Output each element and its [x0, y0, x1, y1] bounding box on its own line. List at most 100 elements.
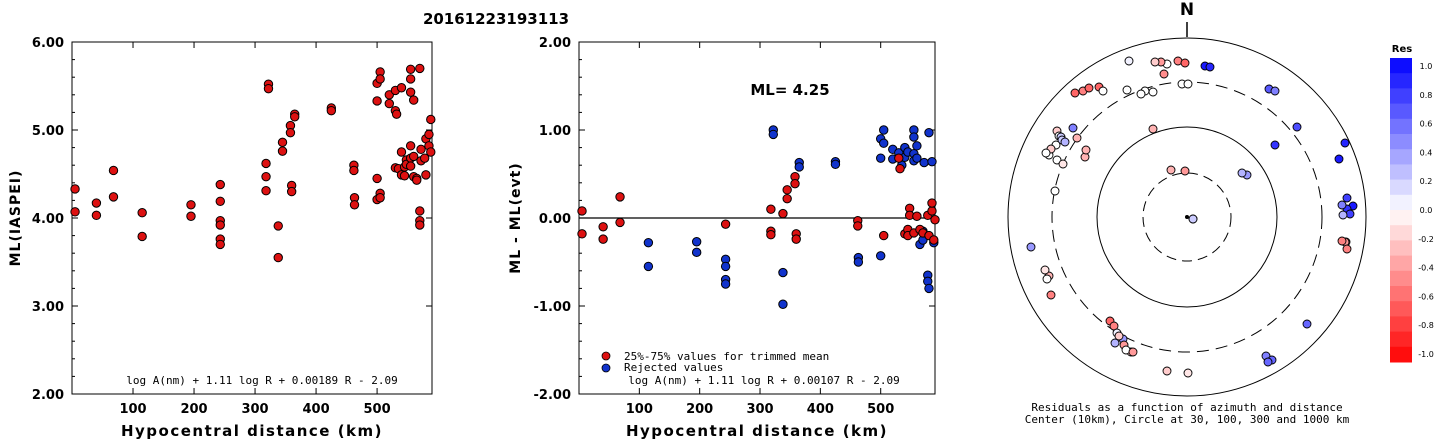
station-residual-point: [1166, 165, 1176, 175]
rejected-data-point: [909, 132, 919, 142]
left-x-axis-label: Hypocentral distance (km): [121, 422, 383, 440]
residual-colorbar: Res 1.0 0.8 0.6 0.4 0.2 0.0 -0.2 -0.4 -0.6 -0.8 -1…: [1390, 44, 1434, 363]
station-residual-point: [1046, 290, 1056, 300]
colorbar-cell: [1390, 210, 1412, 226]
station-residual-point: [1270, 140, 1280, 150]
rejected-data-point: [643, 237, 654, 248]
left-data-point: [91, 210, 102, 221]
left-data-point: [91, 198, 102, 208]
colorbar-tick-label: 1.0: [1420, 62, 1433, 71]
station-residual-point: [1342, 244, 1352, 254]
colorbar-cell: [1390, 58, 1412, 74]
left-data-point: [186, 200, 196, 210]
left-data-point: [277, 137, 288, 148]
rejected-data-point: [778, 267, 788, 278]
colorbar-tick-label: 0.0: [1420, 206, 1433, 215]
trimmed-data-point: [895, 164, 905, 174]
rejected-data-point: [879, 125, 889, 135]
left-data-point: [277, 146, 288, 156]
station-residual-point: [1183, 79, 1193, 89]
left-y-tick-label: 6.00: [32, 36, 64, 51]
colorbar-cell: [1390, 73, 1412, 89]
station-residual-point: [1337, 200, 1347, 210]
colorbar-cell: [1390, 164, 1412, 181]
left-data-point: [391, 109, 402, 119]
rejected-data-point: [912, 153, 922, 163]
colorbar-tick-label: 0.2: [1420, 177, 1433, 186]
rejected-data-point: [879, 138, 889, 148]
trimmed-data-point: [766, 230, 776, 240]
colorbar-cell: [1390, 194, 1412, 211]
station-residual-point: [1040, 265, 1050, 275]
trimmed-data-point: [615, 217, 625, 228]
rejected-data-point: [875, 251, 886, 261]
trimmed-data-point: [720, 219, 731, 229]
left-x-tick-label: 200: [180, 402, 207, 417]
station-residual-point: [1159, 69, 1169, 79]
trimmed-data-point: [929, 235, 939, 245]
colorbar-cell: [1390, 316, 1412, 333]
left-data-point: [405, 64, 416, 74]
middle-y-tick-label: 2.00: [539, 36, 571, 51]
figure-title: 20161223193113: [423, 10, 569, 28]
station-residual-point: [1292, 122, 1302, 132]
station-residual-point: [1052, 155, 1062, 165]
left-data-point: [375, 193, 385, 203]
left-data-point: [215, 239, 225, 250]
station-residual-point: [1042, 274, 1052, 284]
left-data-point: [416, 144, 426, 155]
colorbar-tick-label: 0.4: [1420, 148, 1433, 157]
station-residual-point: [1270, 86, 1280, 96]
colorbar-tick-labels: 1.0 0.8 0.6 0.4 0.2 0.0 -0.2 -0.4 -0.6 -0.8 -1.0: [1418, 62, 1434, 359]
left-data-point: [375, 74, 385, 84]
station-residual-point: [1098, 86, 1108, 96]
left-data-point: [405, 87, 416, 97]
left-data-point: [186, 211, 196, 221]
left-x-tick-label: 300: [241, 402, 268, 417]
middle-x-axis-label: Hypocentral distance (km): [626, 422, 888, 440]
station-residual-point: [1072, 133, 1082, 143]
left-data-point: [286, 186, 297, 197]
station-residual-point: [1136, 89, 1146, 99]
left-data-point: [415, 206, 425, 216]
rejected-data-point: [927, 156, 937, 167]
colorbar-tick-label: 0.6: [1420, 120, 1433, 129]
station-residual-point: [1068, 123, 1078, 133]
station-residual-point: [1128, 347, 1138, 357]
left-data-point: [137, 208, 147, 218]
left-data-point: [261, 158, 271, 169]
rejected-data-point: [720, 279, 731, 289]
station-residual-point: [1338, 210, 1348, 220]
station-residual-point: [1041, 148, 1051, 158]
left-data-point: [405, 161, 416, 171]
station-residual-point: [1162, 366, 1172, 376]
ring-100km: [1096, 126, 1278, 308]
station-residual-point: [1060, 137, 1070, 147]
station-residual-point: [1180, 58, 1190, 68]
polar-data-points: [1026, 56, 1358, 378]
left-data-point: [215, 179, 225, 190]
left-data-point: [70, 184, 80, 194]
left-y-tick-label: 5.00: [32, 124, 64, 139]
trimmed-data-point: [791, 234, 801, 244]
station-residual-point: [1148, 124, 1158, 134]
trimmed-data-point: [927, 206, 937, 216]
colorbar-tick-label: -0.8: [1418, 321, 1434, 330]
station-residual-point: [1302, 319, 1312, 329]
rejected-data-point: [778, 299, 788, 309]
rejected-data-point: [853, 257, 864, 267]
left-data-point: [263, 83, 274, 94]
station-residual-point: [1342, 193, 1352, 203]
colorbar-cell: [1390, 149, 1412, 165]
station-residual-point: [1337, 236, 1347, 246]
middle-formula: log A(nm) + 1.11 log R + 0.00107 R - 2.0…: [628, 374, 900, 387]
station-residual-point: [1263, 357, 1273, 367]
middle-x-tick-label: 300: [746, 402, 773, 417]
colorbar-title: Res: [1392, 44, 1412, 55]
left-data-point: [137, 231, 147, 242]
rejected-data-point: [720, 261, 731, 272]
colorbar-tick-label: -1.0: [1418, 350, 1434, 359]
trimmed-data-point: [778, 208, 788, 219]
left-data-point: [349, 200, 360, 210]
